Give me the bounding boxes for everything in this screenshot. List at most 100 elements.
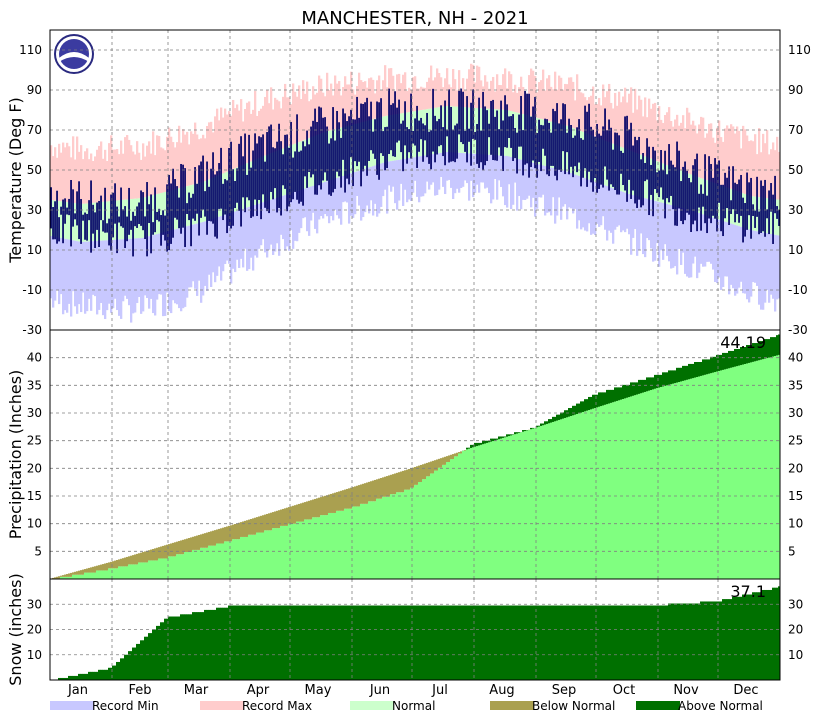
snow-bar — [376, 605, 379, 680]
record-max-bar — [164, 150, 167, 193]
precip-above-normal-bar — [602, 392, 605, 406]
observed-temp-bar — [528, 93, 530, 178]
observed-temp-bar — [152, 222, 154, 235]
record-max-bar — [96, 149, 99, 203]
observed-temp-bar — [396, 107, 398, 143]
precip-below-normal-bar — [274, 511, 277, 529]
snow-bar — [674, 603, 677, 680]
observed-temp-bar — [420, 117, 422, 140]
snow-bar — [202, 612, 205, 680]
observed-temp-bar — [544, 118, 546, 156]
observed-temp-bar — [458, 90, 460, 135]
record-min-bar — [122, 239, 125, 302]
precip-normal-bar — [478, 445, 481, 579]
record-min-bar — [706, 215, 709, 262]
record-min-bar — [370, 166, 373, 201]
precip-below-normal-bar — [276, 510, 279, 529]
record-max-bar — [352, 89, 355, 125]
precip-above-normal-bar — [474, 442, 477, 447]
observed-temp-bar — [202, 155, 204, 210]
precip-normal-bar — [458, 453, 461, 579]
record-min-bar — [412, 157, 415, 193]
precip-below-normal-bar — [134, 554, 137, 565]
record-max-bar — [224, 108, 227, 173]
observed-temp-bar — [726, 177, 728, 209]
record-min-bar — [708, 216, 711, 262]
precip-normal-bar — [96, 570, 99, 579]
snow-bar — [412, 605, 415, 680]
record-min-bar — [394, 160, 397, 204]
record-max-bar — [748, 141, 751, 196]
precip-above-normal-bar — [636, 382, 639, 395]
snow-bar — [560, 605, 563, 680]
observed-temp-bar — [442, 127, 444, 157]
observed-temp-bar — [714, 158, 716, 219]
observed-temp-bar — [258, 136, 260, 200]
precip-normal-bar — [78, 574, 81, 579]
record-min-bar — [446, 152, 449, 181]
precip-above-normal-bar — [690, 363, 693, 379]
observed-temp-bar — [60, 206, 62, 215]
precip-below-normal-bar — [294, 505, 297, 524]
precip-above-normal-bar — [622, 384, 625, 400]
record-max-bar — [320, 78, 323, 134]
snow-bar — [602, 605, 605, 680]
observed-temp-bar — [324, 117, 326, 173]
record-max-bar — [288, 97, 291, 147]
snow-bar — [88, 671, 91, 680]
record-min-bar — [496, 155, 499, 200]
precip-above-normal-bar — [576, 403, 579, 414]
precip-below-normal-bar — [240, 522, 243, 537]
snow-bar — [220, 607, 223, 680]
record-min-bar — [452, 152, 455, 199]
observed-temp-bar — [494, 116, 496, 161]
record-max-bar — [186, 131, 189, 187]
precip-above-normal-bar — [614, 387, 617, 402]
precip-normal-bar — [340, 510, 343, 579]
observed-temp-bar — [466, 96, 468, 163]
observed-temp-bar — [64, 198, 66, 224]
precip-normal-bar — [342, 510, 345, 579]
record-min-bar — [528, 161, 531, 196]
precip-normal-bar — [604, 404, 607, 579]
record-min-bar — [702, 214, 705, 267]
snow-bar — [514, 605, 517, 680]
observed-temp-bar — [414, 118, 416, 146]
record-max-bar — [618, 91, 621, 147]
normal-range-bar — [66, 202, 69, 240]
observed-temp-bar — [256, 143, 258, 216]
record-min-bar — [134, 238, 137, 313]
record-max-bar — [92, 161, 95, 203]
observed-temp-bar — [356, 96, 358, 167]
record-max-bar — [690, 124, 693, 175]
observed-temp-bar — [172, 168, 174, 238]
observed-temp-bar — [116, 206, 118, 254]
observed-temp-bar — [574, 135, 576, 167]
precip-below-normal-bar — [110, 561, 113, 569]
precip-below-normal-bar — [338, 491, 341, 511]
observed-temp-bar — [344, 113, 346, 193]
snow-bar — [630, 605, 633, 680]
precip-normal-bar — [354, 506, 357, 579]
precip-above-normal-bar — [730, 350, 733, 368]
observed-temp-bar — [246, 174, 248, 198]
observed-temp-bar — [376, 101, 378, 175]
snow-bar — [490, 605, 493, 680]
snow-bar — [270, 605, 273, 680]
record-min-bar — [610, 187, 613, 233]
record-min-bar — [416, 156, 419, 197]
record-min-bar — [628, 194, 631, 235]
y-tick-label-left: 110 — [19, 43, 42, 57]
precip-above-normal-bar — [522, 430, 525, 432]
precip-above-normal-bar — [694, 362, 697, 378]
observed-temp-bar — [550, 132, 552, 166]
observed-temp-bar — [604, 108, 606, 167]
observed-temp-bar — [520, 95, 522, 147]
precip-below-normal-bar — [424, 463, 427, 480]
record-min-bar — [542, 165, 545, 195]
record-min-bar — [216, 217, 219, 276]
precip-normal-bar — [538, 426, 541, 579]
observed-temp-bar — [272, 147, 274, 200]
snow-bar — [278, 605, 281, 680]
snow-bar — [756, 592, 759, 680]
